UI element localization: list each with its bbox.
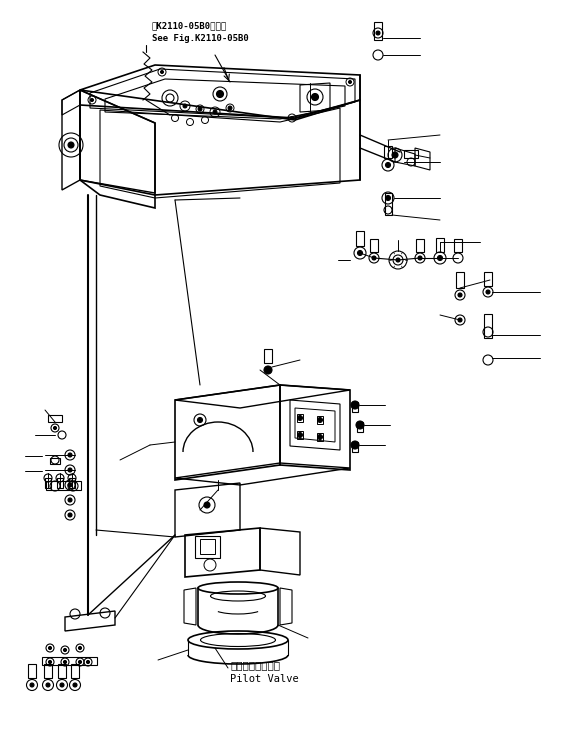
Bar — [57, 478, 63, 488]
Circle shape — [357, 250, 363, 255]
Circle shape — [91, 98, 93, 102]
Bar — [28, 664, 36, 678]
Bar — [352, 442, 358, 452]
Circle shape — [217, 91, 223, 97]
Circle shape — [458, 293, 462, 297]
Bar — [71, 664, 79, 678]
Circle shape — [213, 110, 217, 114]
Circle shape — [228, 106, 232, 110]
Circle shape — [54, 427, 56, 430]
Circle shape — [392, 152, 398, 158]
Circle shape — [63, 649, 67, 652]
Circle shape — [396, 258, 400, 262]
Circle shape — [376, 31, 380, 35]
Circle shape — [372, 256, 376, 260]
Circle shape — [68, 513, 72, 517]
Circle shape — [198, 107, 202, 111]
Circle shape — [351, 441, 359, 449]
Circle shape — [60, 683, 64, 687]
Circle shape — [311, 94, 319, 100]
Bar — [370, 239, 378, 252]
Circle shape — [356, 421, 364, 429]
Bar — [374, 22, 382, 40]
Circle shape — [264, 366, 272, 374]
Circle shape — [79, 646, 82, 649]
Circle shape — [68, 483, 72, 487]
Bar — [385, 193, 392, 215]
Circle shape — [183, 104, 187, 108]
Bar — [456, 272, 464, 288]
Circle shape — [204, 502, 210, 508]
Circle shape — [418, 256, 422, 260]
Text: 第K2110-05B0図参照: 第K2110-05B0図参照 — [152, 21, 227, 30]
Circle shape — [79, 661, 82, 663]
Circle shape — [161, 71, 164, 74]
Circle shape — [385, 162, 390, 168]
Bar — [484, 272, 492, 286]
Bar — [317, 416, 323, 424]
Circle shape — [438, 255, 442, 261]
Bar — [404, 150, 418, 158]
Circle shape — [298, 432, 303, 438]
Circle shape — [317, 435, 323, 440]
Circle shape — [298, 415, 303, 421]
Circle shape — [30, 683, 34, 687]
Bar — [317, 433, 323, 441]
Bar — [46, 481, 81, 490]
Text: Pilot Valve: Pilot Valve — [230, 674, 299, 684]
Circle shape — [486, 290, 490, 294]
Bar — [264, 349, 272, 363]
Circle shape — [197, 418, 202, 422]
Circle shape — [68, 498, 72, 502]
Circle shape — [385, 196, 390, 201]
Circle shape — [48, 646, 51, 649]
Bar — [45, 478, 51, 488]
Circle shape — [68, 142, 74, 148]
Bar — [484, 314, 492, 338]
Circle shape — [68, 468, 72, 472]
Bar — [200, 539, 215, 554]
Circle shape — [351, 401, 359, 409]
Circle shape — [87, 661, 89, 663]
Text: パイロットバルブ: パイロットバルブ — [230, 660, 280, 670]
Bar — [48, 415, 62, 422]
Bar — [42, 657, 97, 665]
Bar — [356, 231, 364, 246]
Circle shape — [48, 661, 51, 663]
Bar — [297, 431, 303, 439]
Bar — [416, 239, 424, 252]
Bar — [50, 458, 60, 464]
Bar — [384, 146, 392, 158]
Bar — [195, 536, 220, 558]
Circle shape — [68, 453, 72, 457]
Circle shape — [73, 683, 77, 687]
Bar — [58, 664, 66, 678]
Circle shape — [458, 318, 462, 322]
Circle shape — [63, 661, 67, 663]
Bar — [69, 478, 75, 488]
Bar — [44, 664, 52, 678]
Bar — [357, 422, 363, 432]
Bar — [454, 239, 462, 252]
Circle shape — [291, 117, 294, 120]
Circle shape — [317, 418, 323, 422]
Text: See Fig.K2110-05B0: See Fig.K2110-05B0 — [152, 34, 249, 43]
Circle shape — [46, 683, 50, 687]
Bar — [436, 238, 444, 252]
Bar — [352, 402, 358, 412]
Bar — [297, 414, 303, 422]
Circle shape — [348, 80, 352, 83]
